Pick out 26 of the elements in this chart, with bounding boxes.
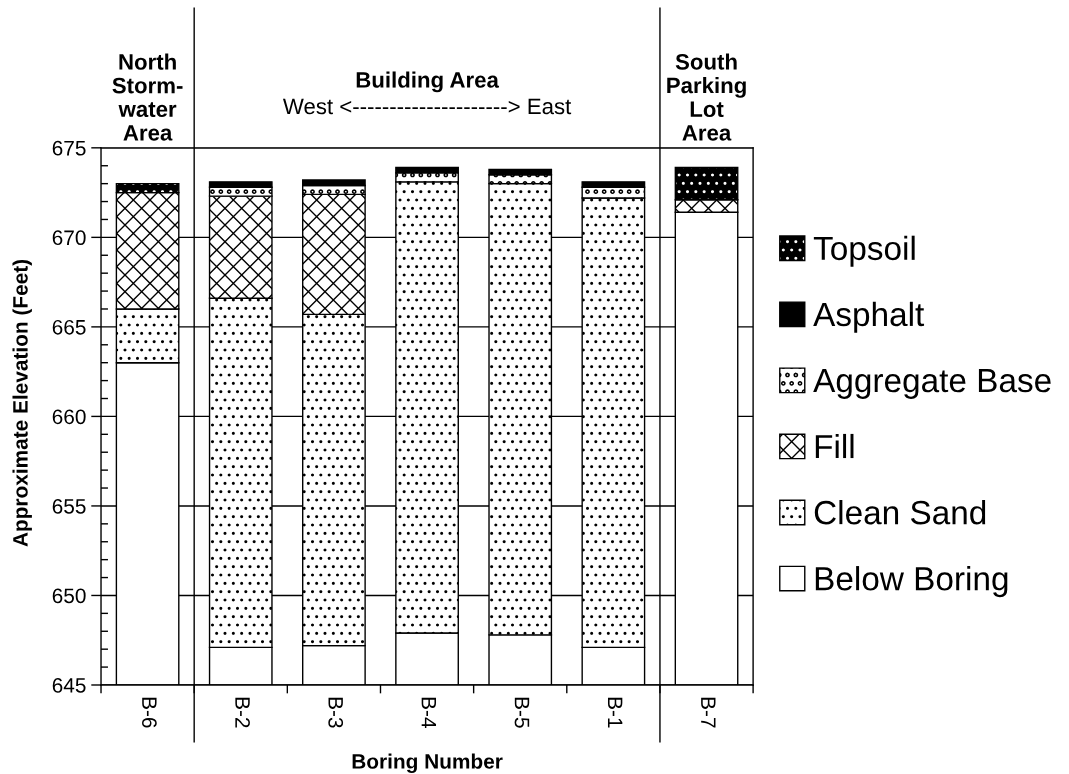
text: South Parking Lot Area <box>667 53 746 141</box>
text: North Storm- water Area <box>112 53 183 141</box>
y-tick-label: 645 <box>52 677 86 693</box>
legend-label: Below Boring <box>815 566 1008 598</box>
legend-label: Clean Sand <box>814 499 986 525</box>
legend-label: Asphalt <box>813 301 925 333</box>
y-axis-title: Approximate Elevation (Feet) <box>12 259 32 547</box>
y-tick-label: 675 <box>52 140 86 156</box>
x-tick-label: B-3 <box>328 697 344 728</box>
y-tick-label: 665 <box>52 319 86 335</box>
x-tick-label: B-4 <box>421 697 437 728</box>
legend-label: Topsoil <box>813 235 915 267</box>
y-tick-label: 660 <box>52 409 86 425</box>
y-tick-label: 650 <box>52 588 86 604</box>
x-tick-label: B-6 <box>142 697 157 728</box>
legend-label: Aggregate Base <box>813 369 1051 399</box>
legend-label: Fill <box>815 433 854 459</box>
x-tick-label: B-2 <box>235 697 250 728</box>
x-tick-label: B-1 <box>607 697 623 728</box>
x-tick-label: B-5 <box>514 697 530 728</box>
x-axis-title: Boring Number <box>352 753 503 774</box>
y-tick-label: 670 <box>52 230 86 246</box>
x-tick-label: B-7 <box>701 697 716 728</box>
y-tick-label: 655 <box>52 498 86 514</box>
text: Building Area <box>356 71 500 93</box>
text: West <---------------------> East <box>282 98 572 115</box>
